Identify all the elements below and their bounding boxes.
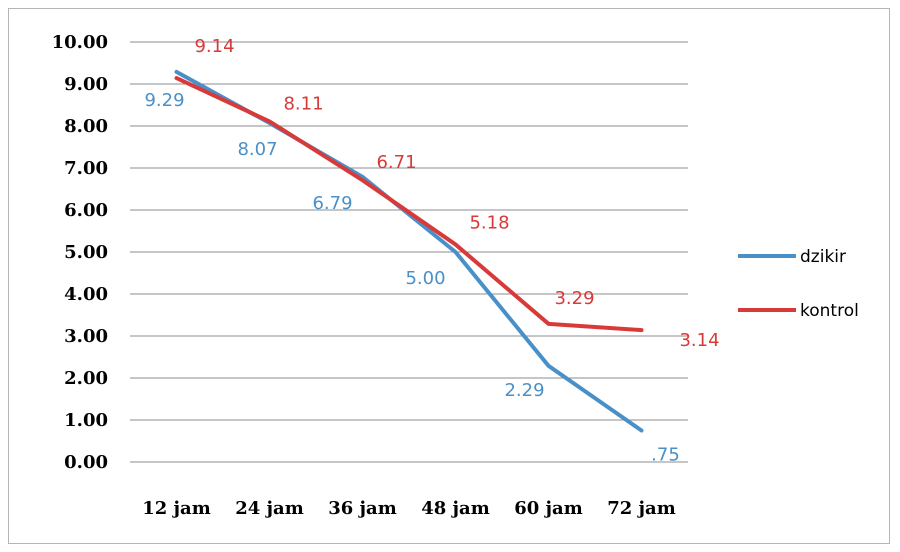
y-tick-label: 7.00 [64, 158, 108, 179]
y-tick-label: 6.00 [64, 200, 108, 221]
data-label-dzikir: 2.29 [504, 380, 544, 401]
x-tick-label: 36 jam [328, 498, 397, 519]
y-tick-label: 3.00 [64, 326, 108, 347]
data-label-dzikir: 5.00 [405, 268, 445, 289]
data-label-kontrol: 6.71 [376, 152, 416, 173]
x-tick-label: 60 jam [514, 498, 583, 519]
data-label-dzikir: 9.29 [144, 90, 184, 111]
y-tick-label: 9.00 [64, 74, 108, 95]
data-label-kontrol: 8.11 [283, 93, 323, 114]
y-tick-label: 10.00 [52, 32, 108, 53]
x-tick-label: 48 jam [421, 498, 490, 519]
y-tick-label: 1.00 [64, 410, 108, 431]
y-tick-label: 4.00 [64, 284, 108, 305]
y-tick-label: 2.00 [64, 368, 108, 389]
data-label-dzikir: 8.07 [237, 139, 277, 160]
x-tick-label: 72 jam [607, 498, 676, 519]
x-tick-label: 12 jam [142, 498, 211, 519]
data-label-dzikir: 6.79 [312, 193, 352, 214]
legend-label: dzikir [800, 247, 846, 267]
chart-frame [8, 8, 890, 544]
data-label-kontrol: 5.18 [469, 212, 509, 233]
x-tick-label: 24 jam [235, 498, 304, 519]
y-tick-label: 0.00 [64, 452, 108, 473]
legend-label: kontrol [800, 301, 859, 321]
data-label-dzikir: .75 [651, 445, 680, 466]
y-tick-label: 5.00 [64, 242, 108, 263]
data-label-kontrol: 9.14 [194, 36, 234, 57]
data-label-kontrol: 3.29 [554, 288, 594, 309]
data-label-kontrol: 3.14 [679, 330, 719, 351]
series-line-kontrol [174, 76, 644, 333]
y-tick-label: 8.00 [64, 116, 108, 137]
